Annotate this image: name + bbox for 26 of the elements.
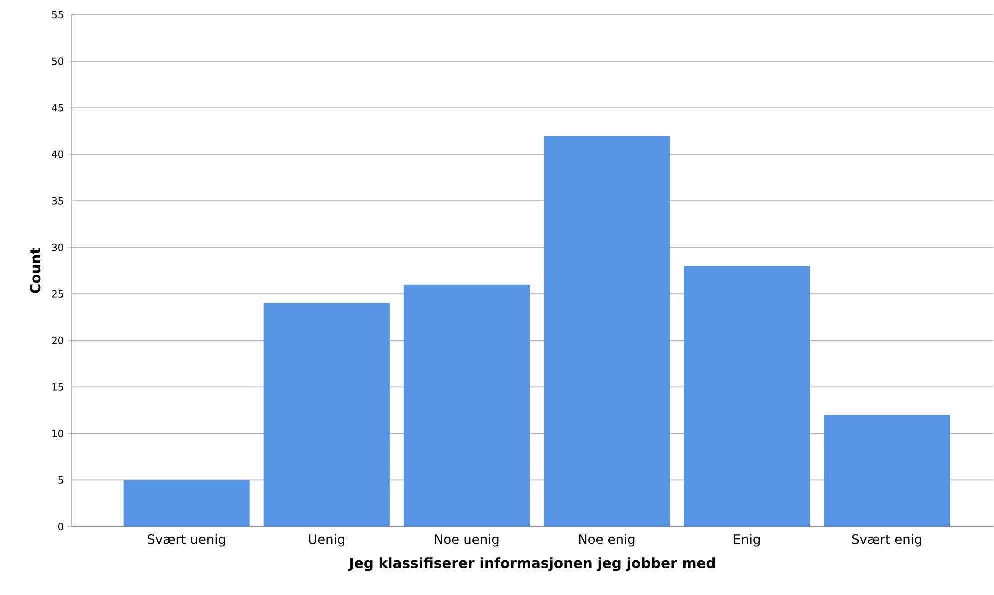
y-tick-label: 35 — [52, 197, 64, 205]
x-axis-title: Jeg klassifiserer informasjonen jeg jobber med — [348, 558, 716, 572]
y-tick-label: 25 — [52, 290, 64, 298]
x-tick-label: Uenig — [309, 534, 344, 547]
y-tick-label: 5 — [58, 476, 64, 484]
y-tick-label: 10 — [52, 430, 64, 438]
y-tick-label: 40 — [52, 150, 64, 158]
x-tick-label: Svært enig — [852, 534, 922, 547]
y-tick-label: 20 — [52, 337, 64, 345]
y-tick-label: 0 — [58, 523, 64, 531]
y-tick-label: 50 — [52, 58, 64, 66]
x-tick-label: Enig — [734, 534, 760, 547]
bar — [824, 415, 950, 527]
y-axis-title: Count — [30, 248, 41, 294]
y-tick-label: 55 — [52, 11, 64, 19]
x-tick-label: Svært uenig — [148, 534, 226, 547]
y-tick-label: 30 — [52, 244, 64, 252]
x-tick-label: Noe uenig — [435, 534, 499, 547]
bar — [264, 304, 390, 527]
y-tick-label: 15 — [52, 384, 64, 392]
bar — [544, 136, 670, 527]
bar — [684, 266, 810, 527]
bar — [404, 284, 530, 527]
y-tick-label: 45 — [52, 104, 64, 112]
x-tick-label: Noe enig — [579, 534, 635, 547]
bar — [124, 480, 250, 527]
